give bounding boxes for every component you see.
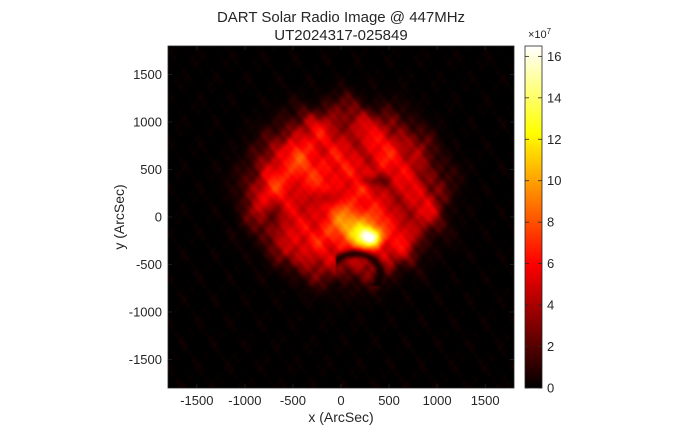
y-tick-label: 0 — [155, 210, 162, 225]
y-axis-label: y (ArcSec) — [111, 184, 127, 249]
x-tick-label: 1500 — [471, 393, 500, 408]
colorbar-exponent: ×107 — [528, 27, 552, 41]
y-tick-label: -500 — [136, 257, 162, 272]
y-tick-label: 500 — [140, 162, 162, 177]
colorbar-tick-label: 8 — [547, 215, 554, 230]
x-axis: -1500 -1000 -500 0 500 1000 1500 — [180, 46, 500, 408]
x-tick-label: 500 — [378, 393, 400, 408]
chart-title: DART Solar Radio Image @ 447MHz — [217, 9, 465, 26]
colorbar-tick-label: 4 — [547, 298, 554, 313]
colorbar-tick-label: 12 — [547, 132, 561, 147]
heatmap-image — [168, 46, 514, 388]
y-tick-label: 1500 — [133, 67, 162, 82]
chart-subtitle: UT2024317-025849 — [274, 27, 407, 44]
x-tick-label: -1000 — [228, 393, 261, 408]
colorbar-axis: 0 2 4 6 8 10 12 14 16 — [525, 49, 561, 396]
colorbar-tick-label: 10 — [547, 173, 561, 188]
y-tick-label: 1000 — [133, 115, 162, 130]
colorbar-tick-label: 6 — [547, 256, 554, 271]
colorbar-tick-label: 0 — [547, 381, 554, 396]
colorbar-tick-label: 2 — [547, 339, 554, 354]
heatmap-layer — [168, 46, 514, 388]
y-tick-label: -1500 — [129, 352, 162, 367]
colorbar-frame — [524, 45, 543, 389]
colorbar-tick-label: 16 — [547, 49, 561, 64]
colorbar-tick-label: 14 — [547, 90, 561, 105]
y-tick-label: -1000 — [129, 305, 162, 320]
x-tick-label: -1500 — [180, 393, 213, 408]
x-tick-label: 1000 — [423, 393, 452, 408]
x-axis-label: x (ArcSec) — [308, 409, 373, 425]
colorbar-gradient — [525, 46, 542, 388]
x-tick-label: 0 — [337, 393, 344, 408]
y-axis: 1500 1000 500 0 -500 -1000 -1500 — [129, 67, 514, 367]
x-tick-label: -500 — [280, 393, 306, 408]
colorbar-exponent-power: 7 — [547, 27, 552, 36]
colorbar-exponent-base: ×10 — [528, 29, 547, 41]
